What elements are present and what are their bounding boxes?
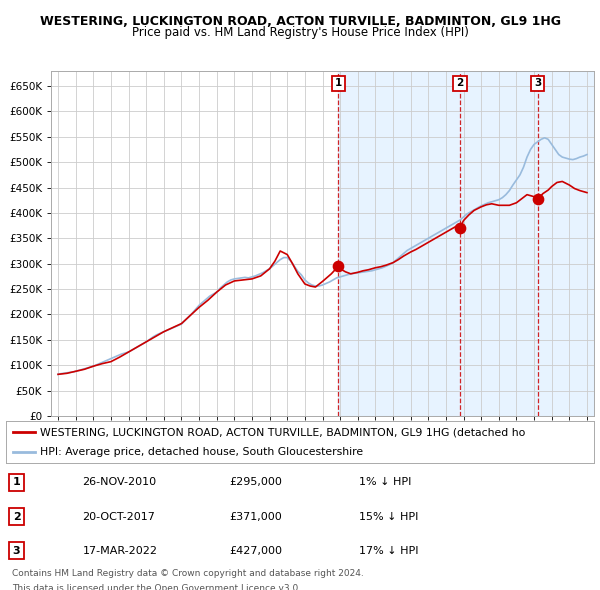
Text: 17-MAR-2022: 17-MAR-2022 (82, 546, 157, 556)
Text: £295,000: £295,000 (229, 477, 283, 487)
Text: 2: 2 (13, 512, 20, 522)
Text: WESTERING, LUCKINGTON ROAD, ACTON TURVILLE, BADMINTON, GL9 1HG (detached ho: WESTERING, LUCKINGTON ROAD, ACTON TURVIL… (40, 427, 525, 437)
Text: HPI: Average price, detached house, South Gloucestershire: HPI: Average price, detached house, Sout… (40, 447, 362, 457)
Text: 17% ↓ HPI: 17% ↓ HPI (359, 546, 418, 556)
Bar (338, 71, 594, 416)
Point (455, 223, 465, 232)
Text: 1% ↓ HPI: 1% ↓ HPI (359, 477, 411, 487)
Text: 15% ↓ HPI: 15% ↓ HPI (359, 512, 418, 522)
Text: £427,000: £427,000 (229, 546, 283, 556)
Text: 3: 3 (13, 546, 20, 556)
Text: 2: 2 (457, 78, 464, 88)
Point (334, 261, 343, 271)
Point (533, 195, 542, 204)
Text: 1: 1 (335, 78, 342, 88)
Text: 26-NOV-2010: 26-NOV-2010 (82, 477, 157, 487)
Text: This data is licensed under the Open Government Licence v3.0.: This data is licensed under the Open Gov… (12, 584, 301, 590)
Text: Contains HM Land Registry data © Crown copyright and database right 2024.: Contains HM Land Registry data © Crown c… (12, 569, 364, 578)
Text: 20-OCT-2017: 20-OCT-2017 (82, 512, 155, 522)
Text: 1: 1 (13, 477, 20, 487)
Text: Price paid vs. HM Land Registry's House Price Index (HPI): Price paid vs. HM Land Registry's House … (131, 26, 469, 39)
Text: WESTERING, LUCKINGTON ROAD, ACTON TURVILLE, BADMINTON, GL9 1HG: WESTERING, LUCKINGTON ROAD, ACTON TURVIL… (40, 15, 560, 28)
Text: 3: 3 (534, 78, 541, 88)
Text: £371,000: £371,000 (229, 512, 282, 522)
